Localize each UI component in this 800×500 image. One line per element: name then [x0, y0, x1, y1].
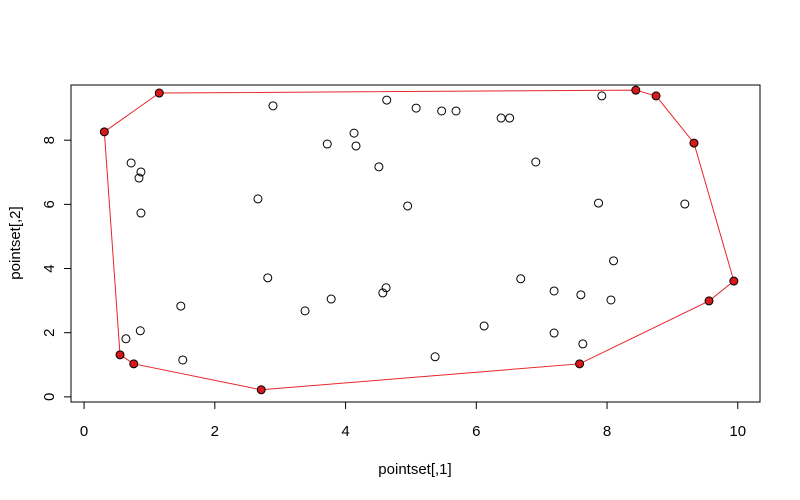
x-tick-label: 4: [341, 423, 349, 440]
point: [437, 106, 447, 116]
point: [136, 208, 146, 218]
plot-box: [70, 84, 761, 403]
point: [126, 158, 136, 168]
hull-point: [575, 359, 585, 369]
hull-point: [256, 385, 266, 395]
point: [505, 113, 515, 123]
point: [263, 273, 273, 283]
point: [549, 286, 559, 296]
point: [411, 103, 421, 113]
point: [479, 321, 489, 331]
y-tick-label: 4: [41, 264, 58, 272]
point: [430, 352, 440, 362]
x-tick-label: 8: [603, 423, 611, 440]
point: [496, 113, 506, 123]
point: [381, 283, 391, 293]
point: [300, 306, 310, 316]
hull-point: [129, 359, 139, 369]
point: [378, 288, 388, 298]
point: [322, 139, 332, 149]
point: [178, 355, 188, 365]
hull-point: [689, 138, 699, 148]
x-axis-label: pointset[,1]: [378, 461, 451, 478]
point: [576, 290, 586, 300]
point: [326, 294, 336, 304]
hull-point: [704, 296, 714, 306]
x-tick-label: 0: [80, 423, 88, 440]
hull-line: [103, 89, 735, 391]
x-tick-label: 10: [729, 423, 746, 440]
point: [134, 173, 144, 183]
point: [578, 339, 588, 349]
y-axis-label: pointset[,2]: [7, 206, 24, 279]
point: [597, 91, 607, 101]
hull-point: [99, 127, 109, 137]
y-tick-label: 2: [41, 329, 58, 337]
hull-point: [631, 85, 641, 95]
point: [516, 274, 526, 284]
point: [609, 256, 619, 266]
point: [531, 157, 541, 167]
y-tick-label: 0: [41, 393, 58, 401]
y-tick-label: 8: [41, 136, 58, 144]
point: [121, 334, 131, 344]
point: [176, 301, 186, 311]
point: [403, 201, 413, 211]
point: [451, 106, 461, 116]
hull-point: [115, 350, 125, 360]
hull-point: [729, 276, 739, 286]
point: [594, 198, 604, 208]
point: [349, 128, 359, 138]
point: [680, 199, 690, 209]
point: [268, 101, 278, 111]
point: [135, 326, 145, 336]
point: [253, 194, 263, 204]
point: [351, 141, 361, 151]
hull-point: [154, 88, 164, 98]
point: [374, 162, 384, 172]
point: [136, 167, 146, 177]
y-tick-label: 6: [41, 200, 58, 208]
x-tick-label: 2: [211, 423, 219, 440]
point: [606, 295, 616, 305]
point: [382, 95, 392, 105]
point: [549, 328, 559, 338]
x-tick-label: 6: [472, 423, 480, 440]
hull-point: [651, 91, 661, 101]
